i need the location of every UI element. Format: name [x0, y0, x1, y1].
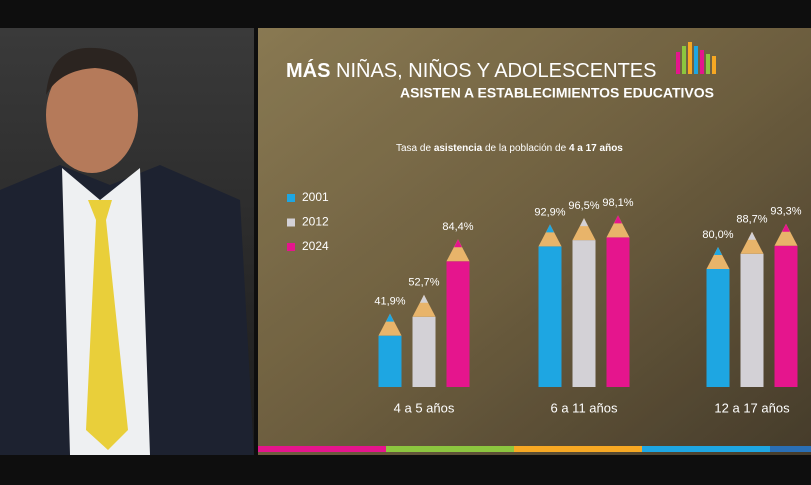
legend-swatch	[287, 243, 295, 251]
subtitle: ASISTEN A ESTABLECIMIENTOS EDUCATIVOS	[400, 85, 714, 101]
title-bold: MÁS	[286, 59, 330, 82]
pencil-body	[446, 261, 470, 387]
value-label: 93,3%	[770, 206, 801, 218]
x-tick-label: 12 a 17 años	[714, 400, 790, 415]
legend-swatch	[287, 218, 295, 227]
pencil-body	[740, 253, 764, 387]
pencil-lead	[580, 218, 588, 227]
pencil-tip	[572, 218, 596, 241]
pencil-tip	[378, 313, 402, 336]
pencil-tip	[446, 239, 470, 262]
pencil-tip	[606, 215, 630, 238]
x-tick-label: 4 a 5 años	[394, 400, 455, 415]
caption-part: de la población de	[485, 143, 567, 154]
pencil	[378, 313, 402, 387]
pencil-body	[572, 240, 596, 387]
pencil-body	[706, 269, 730, 387]
legend-label: 2012	[302, 215, 329, 229]
pencil-tip	[706, 247, 730, 269]
value-label: 98,1%	[602, 197, 633, 209]
pencil	[706, 247, 730, 387]
pencil-tip	[538, 224, 562, 247]
caption-part: Tasa de	[396, 143, 431, 154]
pencil-lead	[546, 224, 554, 233]
pencil	[446, 239, 470, 387]
caption: Tasa de asistencia de la población de 4 …	[396, 143, 623, 154]
pencil	[740, 231, 764, 387]
pencil-body	[412, 316, 436, 387]
footer-strip	[258, 446, 811, 452]
logo	[676, 42, 716, 74]
value-label: 84,4%	[442, 221, 473, 233]
pencil-tip	[774, 223, 798, 246]
pencil-lead	[782, 223, 790, 232]
pencil	[606, 215, 630, 387]
pencil-body	[378, 335, 402, 387]
speaker-video	[0, 28, 254, 455]
value-label: 88,7%	[736, 214, 767, 226]
pencil-lead	[420, 294, 428, 303]
pencil-lead	[454, 239, 462, 248]
value-label: 52,7%	[408, 277, 439, 289]
value-label: 92,9%	[534, 206, 565, 218]
caption-part: 4 a 17 años	[569, 143, 623, 154]
title: MÁS NIÑAS, NIÑOS Y ADOLESCENTES	[286, 58, 656, 82]
pencil-lead	[714, 247, 722, 255]
legend-label: 2024	[302, 239, 329, 253]
pencil-tip	[412, 294, 436, 317]
legend-label: 2001	[302, 190, 329, 204]
pencil	[774, 223, 798, 387]
pencil-body	[538, 246, 562, 387]
legend-swatch	[287, 194, 295, 202]
pencil	[538, 224, 562, 387]
pencil	[572, 218, 596, 387]
value-label: 41,9%	[374, 296, 405, 308]
pencil-body	[606, 237, 630, 387]
pencil-lead	[386, 313, 394, 322]
pencil	[412, 294, 436, 387]
title-rest: NIÑAS, NIÑOS Y ADOLESCENTES	[336, 58, 656, 82]
value-label: 96,5%	[568, 200, 599, 212]
pencil-lead	[614, 215, 622, 224]
caption-part: asistencia	[434, 143, 483, 154]
pencil-tip	[740, 231, 764, 254]
pencil-lead	[748, 231, 756, 240]
x-tick-label: 6 a 11 años	[551, 400, 618, 415]
value-label: 80,0%	[702, 229, 733, 241]
pencil-body	[774, 245, 798, 387]
